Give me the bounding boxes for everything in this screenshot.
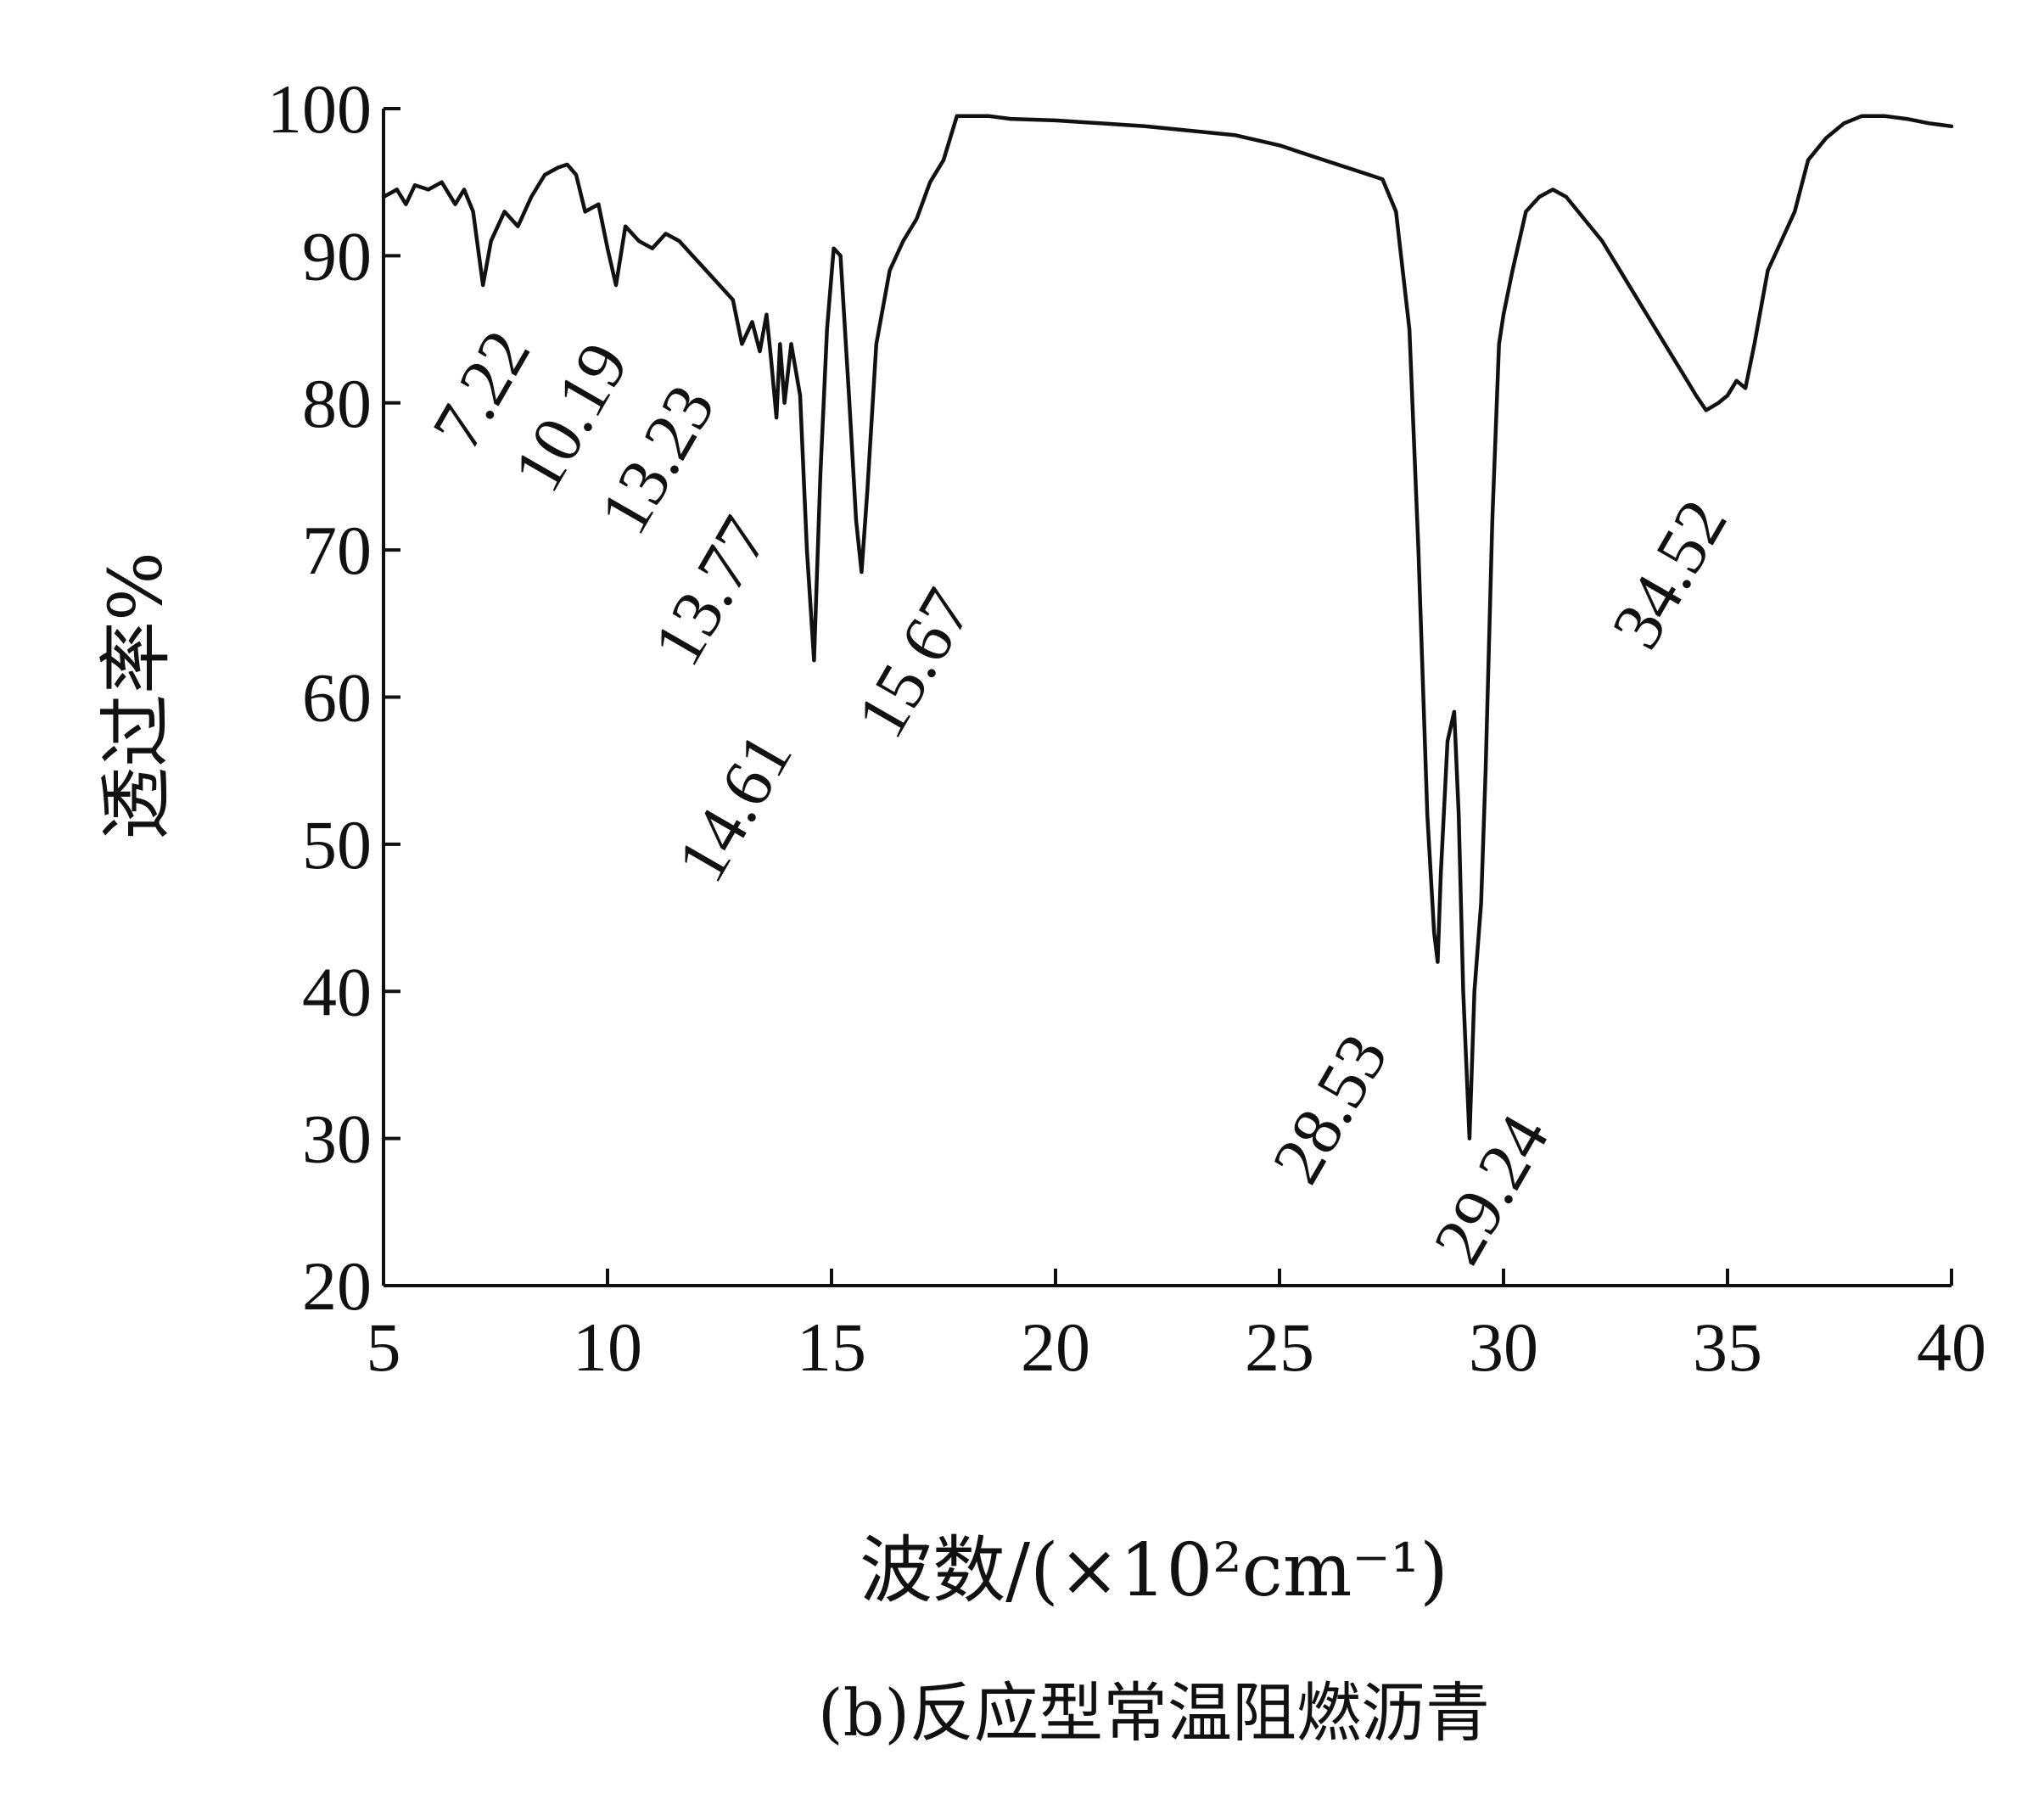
ticks	[382, 107, 1953, 1287]
axes	[382, 109, 1952, 1287]
y-tick-label: 80	[302, 365, 372, 442]
peak-label: 14.61	[662, 720, 807, 894]
x-tick-label: 10	[573, 1309, 642, 1386]
x-axis-title: 波数/(×10²cm⁻¹)	[860, 1528, 1448, 1613]
x-tick-label: 25	[1245, 1309, 1314, 1386]
transmittance-line	[381, 114, 1954, 1140]
peak-label: 15.67	[842, 576, 987, 750]
y-tick-label: 30	[302, 1101, 372, 1178]
x-tick-label: 35	[1693, 1309, 1762, 1386]
y-tick-label: 70	[302, 512, 372, 589]
y-tick-label: 50	[302, 806, 372, 883]
peak-label: 29.24	[1419, 1102, 1564, 1276]
x-tick-label: 30	[1469, 1309, 1538, 1386]
y-axis-title: 透过率%	[94, 552, 179, 840]
y-tick-label: 90	[302, 217, 372, 294]
y-tick-label: 20	[302, 1247, 372, 1325]
y-tick-label: 60	[302, 659, 372, 737]
y-tick-label: 100	[267, 70, 372, 148]
x-tick-label: 20	[1021, 1309, 1090, 1386]
x-tick-label: 15	[797, 1309, 866, 1386]
y-tick-label: 40	[302, 953, 372, 1030]
peak-label: 34.52	[1597, 487, 1742, 661]
peak-label: 28.53	[1257, 1022, 1403, 1196]
x-tick-label: 5	[367, 1309, 401, 1386]
figure-caption: (b)反应型常温阻燃沥青	[818, 1675, 1490, 1751]
tick-labels: 5 10 15 20 25 30 35 40 20 30 40 50 60 70 80 90 100	[267, 70, 1986, 1386]
x-tick-label: 40	[1917, 1309, 1986, 1386]
